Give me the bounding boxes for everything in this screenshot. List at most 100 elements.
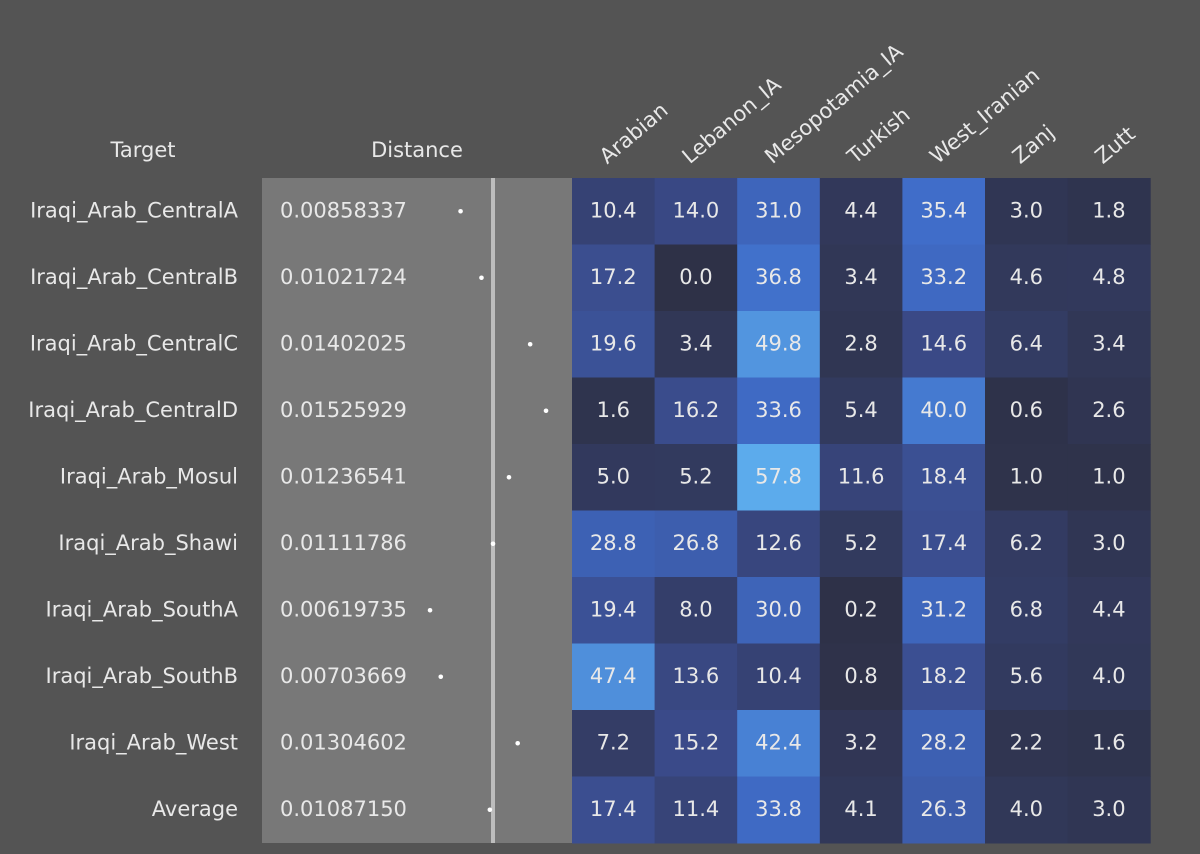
cell-value: 2.2 — [1010, 730, 1043, 754]
heat-cell — [902, 244, 986, 312]
cell-value: 19.4 — [590, 597, 637, 621]
heat-cell — [1067, 444, 1151, 511]
distance-value: 0.00703669 — [280, 664, 407, 688]
heat-cell — [985, 776, 1069, 844]
heat-cell — [572, 510, 656, 578]
distance-value: 0.01304602 — [280, 730, 407, 754]
heat-cell — [985, 444, 1069, 511]
cell-value: 31.2 — [920, 597, 967, 621]
distance-dot — [527, 341, 533, 347]
cell-value: 5.6 — [1010, 664, 1043, 688]
row-target: Iraqi_Arab_Shawi — [58, 531, 238, 556]
header-distance: Distance — [371, 138, 463, 162]
cell-value: 3.2 — [844, 730, 877, 754]
cell-value: 26.3 — [920, 797, 967, 821]
cell-value: 36.8 — [755, 265, 802, 289]
cell-value: 3.0 — [1010, 198, 1043, 222]
distance-dot — [438, 674, 444, 680]
heat-cell — [819, 444, 903, 511]
cell-value: 17.4 — [590, 797, 637, 821]
heat-cell — [572, 244, 656, 312]
heat-cell — [654, 776, 738, 844]
cell-value: 0.8 — [844, 664, 877, 688]
distance-dot — [479, 275, 484, 281]
heat-cell — [1067, 377, 1151, 445]
cell-value: 1.0 — [1092, 464, 1125, 488]
distance-dot — [487, 807, 493, 813]
cell-value: 10.4 — [755, 664, 802, 688]
cell-value: 5.4 — [844, 398, 877, 422]
cell-value: 18.4 — [920, 464, 967, 488]
row-target: Iraqi_Arab_SouthB — [46, 664, 239, 689]
cell-value: 1.0 — [1010, 464, 1043, 488]
row-target: Iraqi_Arab_CentralB — [30, 265, 238, 290]
heat-cell — [1067, 178, 1151, 245]
heat-cell — [1067, 577, 1151, 644]
distance-value: 0.01087150 — [280, 797, 407, 821]
cell-value: 1.6 — [597, 398, 630, 422]
distance-value: 0.00858337 — [280, 198, 407, 222]
row-target: Iraqi_Arab_West — [69, 730, 238, 755]
cell-value: 33.6 — [755, 398, 802, 422]
cell-value: 40.0 — [920, 398, 967, 422]
cell-value: 12.6 — [755, 531, 802, 555]
distance-dot — [506, 474, 512, 480]
heat-cell — [737, 643, 821, 711]
cell-value: 19.6 — [590, 331, 637, 355]
distance-value: 0.01111786 — [280, 531, 407, 555]
cell-value: 1.8 — [1092, 198, 1125, 222]
heat-cell — [819, 178, 903, 245]
cell-value: 26.8 — [673, 531, 720, 555]
heat-cell — [1067, 710, 1151, 777]
cell-value: 6.8 — [1010, 597, 1043, 621]
heat-cell — [572, 710, 656, 777]
heat-cell — [654, 643, 738, 711]
heat-cell — [902, 710, 986, 777]
cell-value: 30.0 — [755, 597, 802, 621]
heat-cell — [1067, 510, 1151, 578]
distance-value: 0.01021724 — [280, 265, 407, 289]
heat-cell — [572, 643, 656, 711]
row-target: Iraqi_Arab_CentralA — [30, 198, 239, 223]
heat-cell — [902, 444, 986, 511]
heat-cell — [985, 510, 1069, 578]
distance-dot — [490, 541, 496, 547]
distance-value: 0.01402025 — [280, 331, 407, 355]
heat-cell — [819, 643, 903, 711]
cell-value: 0.6 — [1010, 398, 1043, 422]
heat-cell — [572, 444, 656, 511]
heat-cell — [737, 244, 821, 312]
cell-value: 11.6 — [838, 464, 885, 488]
cell-value: 42.4 — [755, 730, 802, 754]
cell-value: 0.2 — [844, 597, 877, 621]
header-target: Target — [110, 138, 176, 162]
heat-cell — [1067, 311, 1151, 378]
heat-cell — [985, 377, 1069, 445]
row-target: Iraqi_Arab_Mosul — [60, 464, 238, 489]
distance-value: 0.01236541 — [280, 464, 407, 488]
cell-value: 6.4 — [1010, 331, 1043, 355]
heat-cell — [572, 577, 656, 644]
cell-value: 1.6 — [1092, 730, 1125, 754]
heat-cell — [985, 643, 1069, 711]
cell-value: 3.4 — [679, 331, 712, 355]
heat-cell — [985, 577, 1069, 644]
heat-cell — [819, 510, 903, 578]
heat-cell — [654, 444, 738, 511]
heat-cell — [902, 643, 986, 711]
heat-cell — [902, 776, 986, 844]
cell-value: 31.0 — [755, 198, 802, 222]
heat-cell — [985, 244, 1069, 312]
distance-value: 0.01525929 — [280, 398, 407, 422]
cell-value: 17.4 — [920, 531, 967, 555]
cell-value: 18.2 — [920, 664, 967, 688]
cell-value: 17.2 — [590, 265, 637, 289]
cell-value: 4.0 — [1092, 664, 1125, 688]
row-target: Iraqi_Arab_CentralD — [28, 398, 238, 423]
distance-dot — [515, 740, 520, 746]
cell-value: 8.0 — [679, 597, 712, 621]
heat-cell — [902, 178, 986, 245]
heat-cell — [737, 577, 821, 644]
heat-cell — [572, 311, 656, 378]
cell-value: 47.4 — [590, 664, 637, 688]
